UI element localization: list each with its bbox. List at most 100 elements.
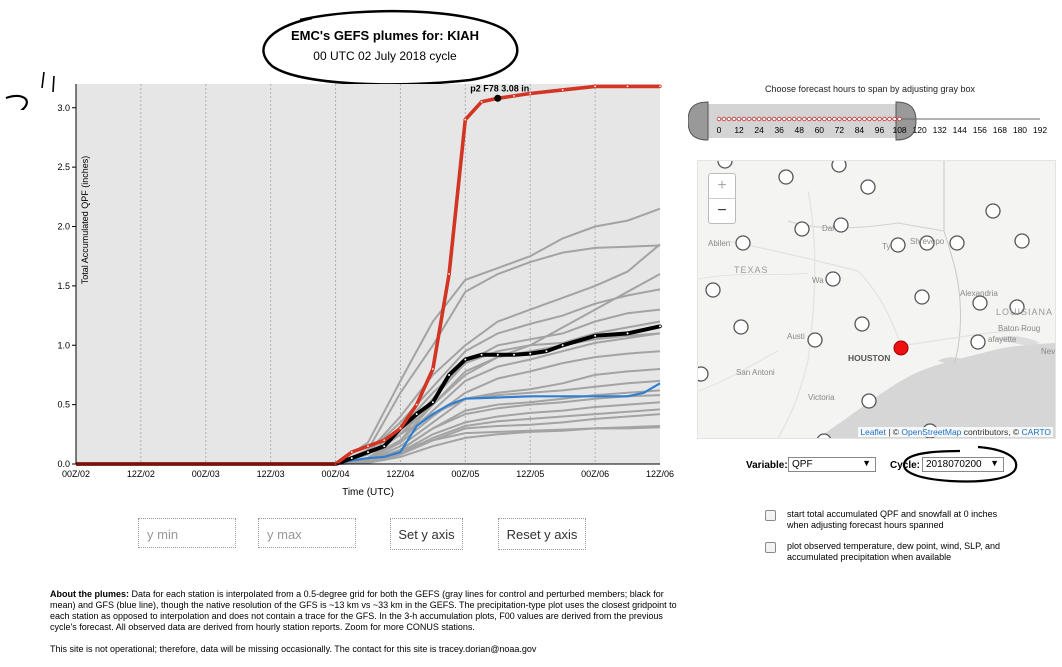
- map-label-tyler: Ty: [882, 242, 891, 251]
- slider-tick-label: 192: [1033, 125, 1047, 135]
- member-line: [76, 332, 661, 465]
- map-label-shreveport: Shrevepo: [910, 237, 945, 246]
- slider-hour-dot: [776, 116, 782, 122]
- slider-hour-dot: [761, 116, 767, 122]
- slider-tick-label: 120: [913, 125, 927, 135]
- start-at-zero-checkbox[interactable]: [765, 510, 776, 521]
- slider-tick-label: 168: [993, 125, 1007, 135]
- highlight-point: [593, 84, 597, 89]
- osm-link[interactable]: OpenStreetMap: [901, 427, 962, 437]
- map-station-marker[interactable]: [816, 433, 832, 438]
- disclaimer-text: This site is not operational; therefore,…: [50, 644, 537, 654]
- chart-title: EMC's GEFS plumes for: KIAH: [291, 28, 479, 43]
- opt1-line2: when adjusting forecast hours spanned: [787, 520, 944, 530]
- about-heading: About the plumes:: [50, 589, 129, 599]
- slider-hour-dot: [832, 116, 837, 122]
- y-tick-label: 1.5: [57, 281, 70, 291]
- slider-hour-dot: [721, 116, 727, 122]
- highlight-line-group: [76, 84, 662, 466]
- slider-hour-dot: [822, 116, 827, 122]
- x-tick-label: 00Z/06: [581, 469, 609, 479]
- map-station-marker[interactable]: [735, 235, 751, 251]
- map-station-marker[interactable]: [1014, 233, 1030, 249]
- slider-tick-label: 0: [717, 125, 722, 135]
- highlight-point: [366, 444, 370, 448]
- slider-hour-dot: [741, 116, 747, 122]
- slider-hour-dot: [872, 116, 877, 122]
- map-station-marker[interactable]: [914, 289, 930, 305]
- station-map[interactable]: TEXAS LOUISIANA HOUSTON Abilen Dal Wa Au…: [697, 160, 1056, 439]
- map-station-marker[interactable]: [733, 319, 749, 335]
- map-station-marker[interactable]: [854, 316, 870, 332]
- x-tick-label: 12Z/04: [386, 469, 414, 479]
- map-station-marker[interactable]: [698, 366, 709, 382]
- map-label-waco: Wa: [812, 276, 824, 285]
- selected-station-marker-kiah: [893, 340, 909, 356]
- slider-tick-label: 24: [754, 125, 764, 135]
- map-station-marker[interactable]: [794, 221, 810, 237]
- highlight-point: [350, 450, 354, 454]
- map-station-marker[interactable]: [825, 271, 841, 287]
- slider-tick-labels: 0 12 24 36 48 60 72 84 96 108 120 132 144 156 168 180 19…: [717, 125, 1048, 135]
- slider-hour-dot: [857, 116, 862, 122]
- set-y-axis-button[interactable]: Set y axis: [390, 518, 463, 550]
- map-station-marker[interactable]: [705, 282, 721, 298]
- highlight-point: [625, 84, 630, 89]
- slider-hour-dot: [716, 116, 722, 122]
- map-station-marker[interactable]: [970, 334, 986, 350]
- map-station-marker[interactable]: [919, 235, 935, 251]
- map-station-marker[interactable]: [890, 237, 906, 253]
- map-station-marker[interactable]: [778, 169, 794, 185]
- map-station-marker[interactable]: [972, 295, 988, 311]
- map-label-lafayette: afayette: [988, 335, 1017, 344]
- y-tick-label: 0.5: [57, 400, 70, 410]
- leaflet-link[interactable]: Leaflet: [860, 427, 886, 437]
- map-station-marker[interactable]: [1009, 299, 1025, 315]
- slider-hour-dot: [736, 116, 742, 122]
- plot-background: [76, 84, 660, 464]
- x-tick-label: 12Z/05: [516, 469, 544, 479]
- annotation-group: p2 F78 3.08 in: [470, 83, 529, 102]
- highlight-line: [76, 84, 660, 466]
- variable-select[interactable]: QPF ▼: [788, 457, 876, 472]
- map-station-marker[interactable]: [717, 161, 733, 169]
- slider-tick-label: 180: [1013, 125, 1027, 135]
- slider-hour-dot: [887, 116, 892, 122]
- slider-tick-label: 12: [734, 125, 744, 135]
- map-station-marker[interactable]: [833, 217, 849, 233]
- slider-tick-label: 36: [774, 125, 784, 135]
- map-label-texas: TEXAS: [734, 265, 769, 275]
- mean-point: [512, 352, 516, 357]
- map-label-baton-rouge: Baton Roug: [998, 324, 1041, 333]
- slider-left-handle[interactable]: [688, 101, 709, 141]
- slider-right-handle[interactable]: [895, 101, 917, 141]
- slider-hour-dot: [726, 116, 732, 122]
- cycle-select[interactable]: 2018070200 ▼: [922, 457, 1004, 472]
- map-station-marker[interactable]: [949, 235, 965, 251]
- zoom-in-button[interactable]: +: [709, 174, 735, 199]
- x-tick-label: 00Z/05: [451, 469, 479, 479]
- map-station-marker[interactable]: [861, 393, 877, 409]
- reset-y-axis-button[interactable]: Reset y axis: [498, 518, 586, 550]
- mean-point: [544, 349, 549, 353]
- y-max-input[interactable]: y max: [258, 518, 356, 548]
- grid-lines: [140, 84, 596, 464]
- slider-tick-label: 60: [815, 125, 825, 135]
- plot-observed-checkbox[interactable]: [765, 542, 776, 553]
- mean-point: [625, 331, 630, 336]
- mean-point: [495, 352, 500, 357]
- y-min-input[interactable]: y min: [138, 518, 236, 548]
- map-zoom-control: + −: [708, 173, 736, 224]
- slider-hour-dot: [797, 116, 802, 122]
- member-line: [76, 426, 661, 465]
- forecast-hour-slider[interactable]: 0 12 24 36 48 60 72 84 96 108 120 132 144 156 168 180 19…: [688, 98, 1054, 146]
- map-station-marker[interactable]: [860, 179, 876, 195]
- zoom-out-button[interactable]: −: [717, 202, 727, 219]
- map-station-marker[interactable]: [831, 161, 847, 173]
- map-station-marker[interactable]: [807, 332, 823, 348]
- slider-hour-dots: [716, 116, 902, 122]
- map-basemap: [698, 161, 1055, 438]
- carto-link[interactable]: CARTO: [1021, 427, 1051, 437]
- map-station-marker[interactable]: [985, 203, 1001, 219]
- highlight-point: [463, 117, 468, 122]
